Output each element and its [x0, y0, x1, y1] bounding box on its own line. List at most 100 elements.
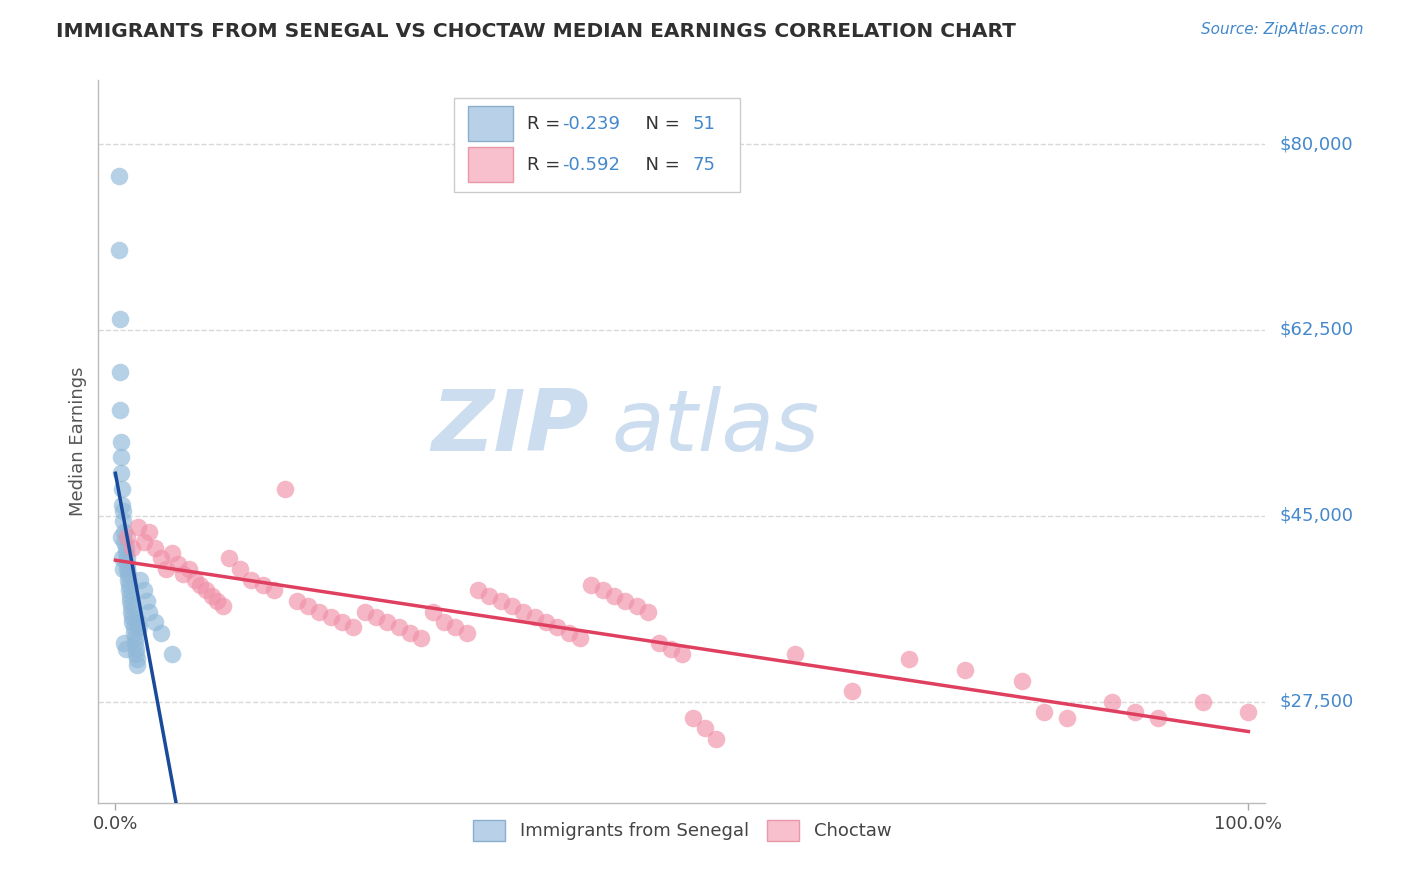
Point [704, 732, 727, 747]
Point [114, 546, 136, 560]
Point [201, 589, 224, 603]
Point [581, 578, 603, 592]
Point [108, 402, 131, 417]
Point [127, 615, 149, 630]
Point [897, 652, 920, 666]
Point [229, 562, 252, 576]
Text: IMMIGRANTS FROM SENEGAL VS CHOCTAW MEDIAN EARNINGS CORRELATION CHART: IMMIGRANTS FROM SENEGAL VS CHOCTAW MEDIA… [56, 22, 1017, 41]
Point [155, 562, 177, 576]
Point [118, 578, 141, 592]
Point [212, 599, 235, 614]
Point [125, 652, 148, 666]
Point [114, 641, 136, 656]
Point [375, 615, 398, 630]
Point [785, 647, 807, 661]
Point [263, 583, 285, 598]
Point [285, 594, 308, 608]
Point [523, 610, 546, 624]
Point [132, 583, 155, 598]
Point [160, 546, 183, 560]
Point [125, 641, 148, 656]
Point [117, 573, 139, 587]
Point [399, 625, 422, 640]
Point [456, 625, 478, 640]
Point [1192, 695, 1215, 709]
Point [319, 610, 342, 624]
Point [112, 503, 135, 517]
Text: $27,500: $27,500 [1279, 693, 1354, 711]
Point [534, 615, 557, 630]
Point [342, 620, 364, 634]
Point [110, 530, 132, 544]
Point [127, 519, 149, 533]
Y-axis label: Median Earnings: Median Earnings [69, 367, 87, 516]
Point [143, 615, 166, 630]
Point [118, 583, 141, 598]
Text: $80,000: $80,000 [1279, 135, 1353, 153]
Point [149, 625, 172, 640]
Point [568, 631, 591, 645]
Point [190, 578, 212, 592]
Point [110, 434, 132, 449]
Point [682, 711, 704, 725]
Point [115, 551, 138, 566]
Text: 51: 51 [692, 115, 716, 133]
Point [195, 583, 218, 598]
Point [115, 557, 138, 571]
Text: -0.239: -0.239 [562, 115, 620, 133]
Point [138, 524, 160, 539]
Point [501, 599, 523, 614]
Point [1237, 706, 1260, 720]
Point [218, 551, 240, 566]
Point [433, 615, 456, 630]
Point [364, 610, 387, 624]
Point [637, 605, 659, 619]
Point [115, 562, 138, 576]
Point [138, 605, 160, 619]
Point [1033, 706, 1056, 720]
Point [110, 467, 132, 481]
Point [114, 524, 136, 539]
Point [121, 541, 143, 555]
Point [132, 535, 155, 549]
Point [557, 625, 579, 640]
Point [110, 450, 132, 465]
Point [841, 684, 863, 698]
Point [111, 551, 134, 566]
Point [1056, 711, 1078, 725]
Point [648, 636, 671, 650]
Point [353, 605, 375, 619]
Text: ZIP: ZIP [430, 385, 589, 468]
Point [121, 610, 143, 624]
Text: $62,500: $62,500 [1279, 321, 1354, 339]
Point [115, 530, 138, 544]
Point [252, 578, 274, 592]
Point [693, 722, 716, 736]
Point [166, 557, 188, 571]
Point [422, 605, 444, 619]
Point [124, 631, 146, 645]
Text: N =: N = [634, 156, 686, 174]
Point [603, 589, 626, 603]
Point [330, 615, 353, 630]
Legend: Immigrants from Senegal, Choctaw: Immigrants from Senegal, Choctaw [465, 813, 898, 848]
Point [125, 657, 148, 672]
Point [1011, 673, 1033, 688]
Point [183, 573, 205, 587]
Text: R =: R = [527, 115, 565, 133]
Point [108, 169, 131, 183]
Point [512, 605, 534, 619]
Point [626, 599, 648, 614]
Point [614, 594, 637, 608]
Point [121, 615, 143, 630]
Point [143, 541, 166, 555]
Point [124, 636, 146, 650]
Point [129, 573, 152, 587]
Point [444, 620, 467, 634]
Point [120, 589, 142, 603]
Text: -0.592: -0.592 [562, 156, 620, 174]
Point [953, 663, 976, 677]
Point [160, 647, 183, 661]
Point [177, 562, 200, 576]
Point [388, 620, 411, 634]
